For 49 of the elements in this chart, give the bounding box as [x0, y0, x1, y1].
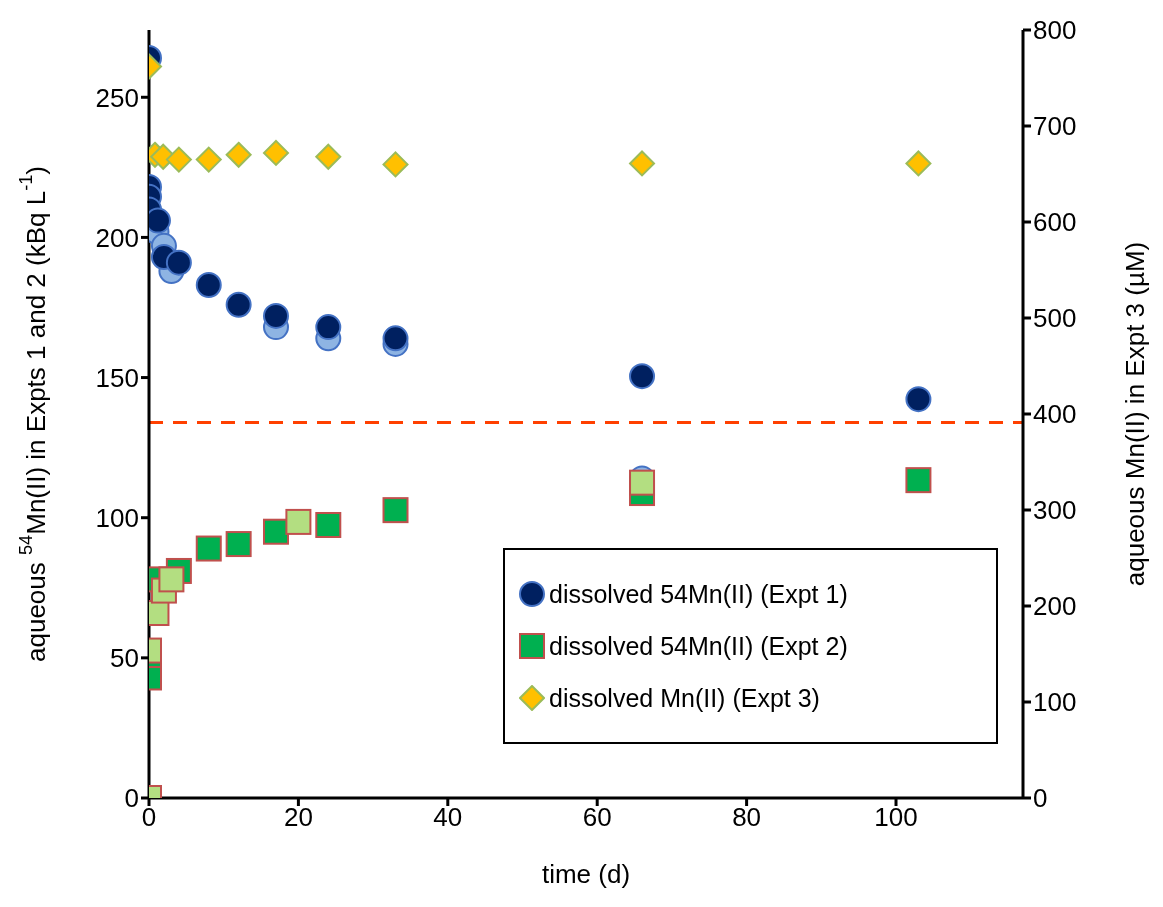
y2-tick-label: 500 [1033, 303, 1077, 334]
point [382, 325, 409, 352]
point [195, 146, 222, 173]
point [225, 291, 252, 318]
y-tick-label: 50 [110, 643, 139, 674]
y2-tick-label: 700 [1033, 111, 1077, 142]
point [158, 566, 185, 593]
point [195, 535, 222, 562]
y2-tick-label: 300 [1033, 495, 1077, 526]
point [262, 518, 289, 545]
y2-tick-label: 800 [1033, 15, 1077, 46]
y-tick-label: 100 [95, 502, 139, 533]
point [262, 139, 289, 166]
point [285, 508, 312, 535]
point [165, 249, 192, 276]
point [905, 150, 932, 177]
point [195, 272, 222, 299]
point [382, 497, 409, 524]
point [165, 146, 192, 173]
x-tick-label: 80 [732, 802, 762, 833]
x-axis-title: time (d) [541, 859, 631, 889]
point [629, 150, 656, 177]
y-tick-label: 200 [95, 222, 139, 253]
point [225, 531, 252, 558]
y2-tick-label: 100 [1033, 687, 1077, 718]
point [225, 141, 252, 168]
legend-label: dissolved 54Mn(II) (Expt 1) [549, 579, 848, 609]
y2-axis-title: aqueous Mn(II) in Expt 3 (µM) [1120, 241, 1150, 587]
y2-tick-label: 600 [1033, 207, 1077, 238]
x-tick-label: 60 [582, 802, 612, 833]
y2-tick-label: 200 [1033, 591, 1077, 622]
y-tick-label: 250 [95, 82, 139, 113]
y-tick-label: 150 [95, 362, 139, 393]
point [315, 143, 342, 170]
point [629, 363, 656, 390]
x-tick-label: 40 [433, 802, 463, 833]
x-tick-label: 20 [283, 802, 313, 833]
point [315, 512, 342, 538]
point [905, 386, 932, 413]
point [905, 467, 932, 494]
y2-tick-label: 0 [1033, 783, 1048, 814]
x-tick-label: 100 [874, 802, 918, 833]
legend-label: dissolved Mn(II) (Expt 3) [549, 683, 820, 713]
point [382, 151, 409, 178]
y-tick-label: 0 [124, 783, 139, 814]
point [315, 314, 342, 341]
point [262, 302, 289, 329]
y2-tick-label: 400 [1033, 399, 1077, 430]
legend-label: dissolved 54Mn(II) (Expt 2) [549, 631, 848, 661]
